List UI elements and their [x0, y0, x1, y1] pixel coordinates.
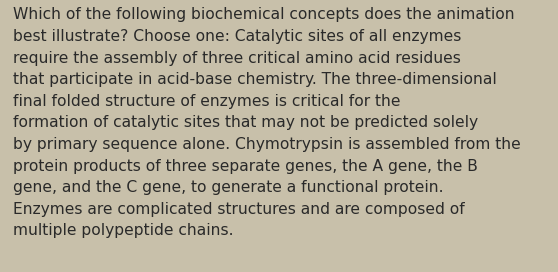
Text: Which of the following biochemical concepts does the animation
best illustrate? : Which of the following biochemical conce…	[13, 7, 521, 238]
